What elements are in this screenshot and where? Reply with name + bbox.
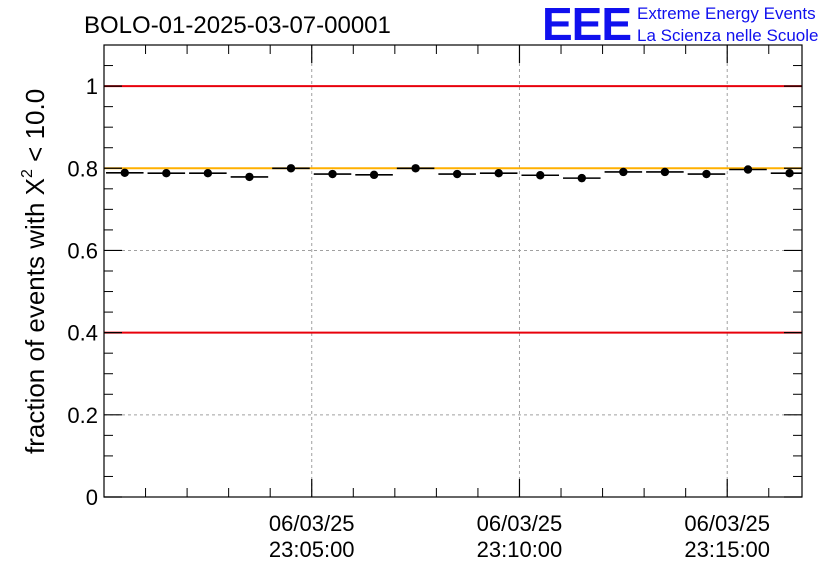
reference-lines	[104, 85, 802, 334]
data-point	[452, 169, 462, 179]
data-point	[577, 173, 586, 183]
y-tick-labels: 0 0.2 0.4 0.6 0.8 1	[67, 74, 98, 510]
x-tick-label-time: 23:10:00	[477, 537, 563, 562]
y-tick-label: 0.8	[67, 156, 98, 181]
x-tick-label-time: 23:15:00	[684, 537, 770, 562]
chart-title: BOLO-01-2025-03-07-00001	[84, 12, 391, 39]
x-tick-label-time: 23:05:00	[269, 537, 355, 562]
data-point	[120, 168, 129, 177]
logo-line-1: Extreme Energy Events	[637, 4, 816, 23]
data-points	[106, 164, 802, 183]
data-point	[785, 169, 794, 178]
y-tick-label: 0.6	[67, 238, 98, 263]
x-tick-label-date: 06/03/25	[684, 511, 770, 536]
x-tick-labels: 06/03/2523:05:0006/03/2523:10:0006/03/25…	[269, 511, 770, 562]
data-point	[162, 169, 171, 178]
y-tick-label: 0	[86, 485, 98, 510]
data-point	[245, 172, 254, 182]
axis-ticks	[104, 45, 802, 498]
data-point	[369, 170, 379, 180]
data-point	[203, 169, 213, 178]
data-point	[411, 164, 420, 173]
y-axis-label-symbol: X	[20, 178, 50, 195]
data-point	[328, 169, 337, 179]
logo-wordmark: EEE	[542, 0, 631, 50]
data-point	[619, 167, 628, 177]
logo-line-2: La Scienza nelle Scuole	[637, 26, 818, 45]
eee-logo: EEE Extreme Energy Events La Scienza nel…	[542, 0, 818, 50]
x-tick-label-date: 06/03/25	[269, 511, 355, 536]
y-tick-label: 0.4	[67, 321, 98, 346]
data-point	[536, 171, 545, 180]
y-axis-label-prefix: fraction of events with	[20, 195, 50, 454]
y-tick-label: 1	[86, 74, 98, 99]
y-axis-label: fraction of events with X2 < 10.0	[19, 89, 50, 454]
x-tick-label-date: 06/03/25	[477, 511, 563, 536]
data-point	[494, 169, 503, 178]
y-axis-label-superscript: 2	[19, 169, 36, 178]
data-point	[286, 164, 296, 173]
data-point	[702, 169, 711, 179]
data-point	[660, 167, 670, 177]
data-point	[743, 165, 753, 174]
y-axis-label-suffix: < 10.0	[20, 89, 50, 169]
y-tick-label: 0.2	[67, 403, 98, 428]
